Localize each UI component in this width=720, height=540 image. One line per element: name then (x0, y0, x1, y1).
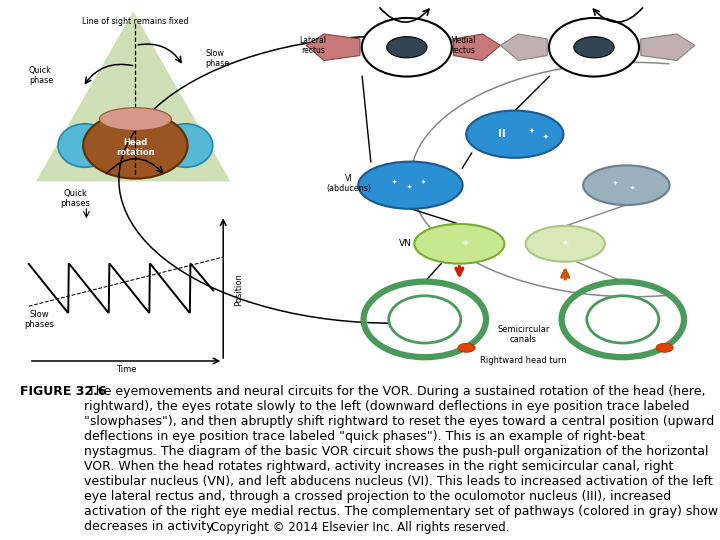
Text: VN: VN (399, 239, 412, 248)
Text: Rightward head turn: Rightward head turn (480, 356, 567, 366)
Text: Line of sight remains fixed: Line of sight remains fixed (82, 17, 189, 26)
Circle shape (458, 343, 475, 352)
Ellipse shape (467, 111, 564, 158)
Ellipse shape (587, 296, 659, 343)
Text: ✦: ✦ (420, 180, 426, 185)
Ellipse shape (415, 224, 504, 264)
Polygon shape (641, 34, 695, 60)
Ellipse shape (549, 18, 639, 77)
Text: ✦: ✦ (392, 180, 397, 185)
Text: VI
(abducens): VI (abducens) (327, 174, 372, 193)
Text: ✦: ✦ (462, 239, 469, 248)
Text: ✦: ✦ (629, 185, 635, 191)
Ellipse shape (84, 112, 187, 179)
Text: Lateral
rectus: Lateral rectus (300, 36, 327, 55)
Text: FIGURE 32.6: FIGURE 32.6 (20, 386, 107, 399)
Text: Copyright © 2014 Elsevier Inc. All rights reserved.: Copyright © 2014 Elsevier Inc. All right… (211, 521, 509, 534)
Polygon shape (36, 11, 230, 181)
Text: II: II (498, 129, 505, 139)
Circle shape (574, 37, 614, 58)
Ellipse shape (583, 165, 670, 205)
Polygon shape (306, 34, 360, 60)
Circle shape (387, 37, 427, 58)
Text: Time: Time (116, 365, 136, 374)
Polygon shape (454, 34, 500, 60)
Ellipse shape (389, 296, 461, 343)
Text: ✦: ✦ (562, 239, 569, 248)
Text: Head
rotation: Head rotation (116, 138, 155, 157)
Text: ✦: ✦ (528, 127, 534, 133)
Text: ✦: ✦ (543, 134, 549, 140)
Ellipse shape (58, 124, 112, 167)
Text: The eyemovements and neural circuits for the VOR. During a sustained rotation of: The eyemovements and neural circuits for… (84, 386, 718, 534)
Ellipse shape (99, 108, 171, 130)
Ellipse shape (526, 226, 605, 262)
Text: ✦: ✦ (406, 185, 412, 190)
Text: Semicircular
canals: Semicircular canals (498, 325, 549, 344)
Text: ✦: ✦ (613, 180, 618, 185)
Text: Position: Position (234, 273, 243, 306)
Text: Quick
phases: Quick phases (60, 189, 91, 208)
Text: Slow
phases: Slow phases (24, 310, 55, 329)
Text: Slow
phase: Slow phase (205, 49, 230, 68)
Polygon shape (500, 34, 547, 60)
Ellipse shape (158, 124, 213, 167)
Ellipse shape (361, 18, 452, 77)
Text: Quick
phase: Quick phase (29, 66, 53, 85)
Text: Medial
rectus: Medial rectus (450, 36, 476, 55)
Circle shape (656, 343, 673, 352)
Ellipse shape (359, 161, 462, 209)
